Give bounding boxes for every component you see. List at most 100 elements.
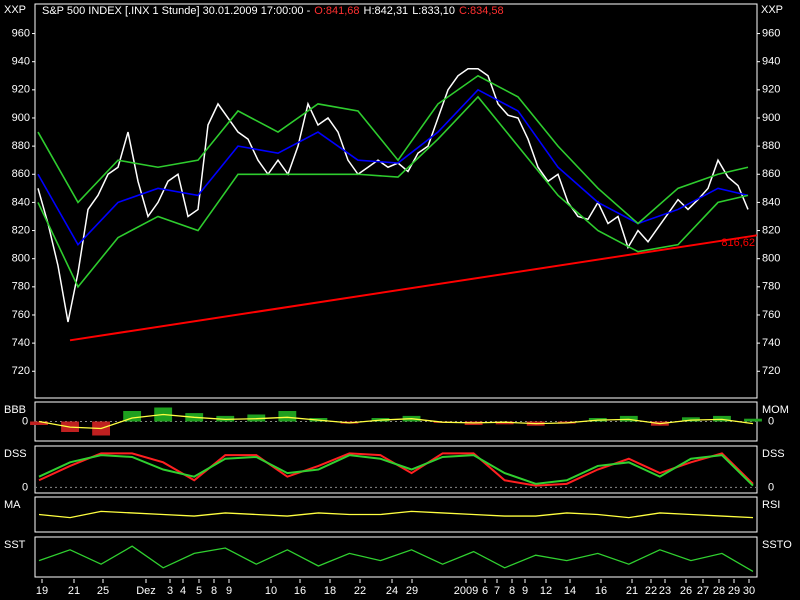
x-tick-label: 21 (68, 585, 80, 597)
x-tick-label: 5 (196, 585, 202, 597)
x-tick-label: 16 (294, 585, 306, 597)
x-tick-label: 23 (659, 585, 671, 597)
panel-label-left: BBB (4, 404, 26, 416)
panel-label-left: SST (4, 539, 26, 551)
histogram-bar (713, 415, 731, 422)
x-tick-label: 7 (494, 585, 500, 597)
y-tick-label: 960 (12, 27, 30, 39)
x-tick-label: 22 (645, 585, 657, 597)
histogram-bar (278, 411, 297, 422)
panel-label-right: MOM (762, 404, 789, 416)
panel-frame (34, 536, 758, 578)
y-tick-label: 860 (12, 168, 30, 180)
x-tick-label: 14 (564, 585, 576, 597)
main-panel-frame (34, 3, 758, 399)
symbol-left: XXP (4, 4, 26, 16)
high-label: H:842,31 (364, 5, 409, 17)
x-tick-label: 3 (167, 585, 173, 597)
indicator-line (38, 545, 754, 572)
series-line (37, 74, 749, 225)
indicator-line (38, 510, 754, 519)
symbol-right: XXP (761, 4, 783, 16)
y-tick-label-right: 720 (762, 365, 780, 377)
y-tick-label: 920 (12, 84, 30, 96)
x-tick-label: 8 (509, 585, 515, 597)
indicator-line (38, 413, 754, 430)
panel-label-right: SSTO (762, 539, 792, 551)
panel-frame (34, 496, 758, 533)
x-tick-label: 16 (595, 585, 607, 597)
y-tick-label: 720 (12, 365, 30, 377)
y-tick-label-right: 960 (762, 27, 780, 39)
histogram-bar (30, 421, 48, 425)
y-tick-label: 740 (12, 337, 30, 349)
y-tick-label: 780 (12, 281, 30, 293)
series-line (37, 67, 749, 323)
close-label: C:834,58 (459, 5, 504, 17)
x-tick-label: 28 (713, 585, 725, 597)
panel-frame (34, 445, 758, 494)
indicator-line (38, 454, 754, 487)
x-tick-label: 26 (680, 585, 692, 597)
x-tick-label: 27 (697, 585, 709, 597)
y-tick-label-right: 780 (762, 281, 780, 293)
histogram-bar (216, 415, 235, 422)
x-tick-label: 29 (406, 585, 418, 597)
open-label: O:841,68 (314, 5, 359, 17)
panel-label-left: MA (4, 499, 21, 511)
y-tick-label: 940 (12, 56, 30, 68)
histogram-bar (619, 415, 638, 422)
x-tick-label: 9 (522, 585, 528, 597)
y-tick-label: 0 (22, 481, 28, 493)
y-tick-label-right: 840 (762, 196, 780, 208)
histogram-bar (744, 418, 762, 422)
y-tick-label-right: 940 (762, 56, 780, 68)
y-tick-label-right: 760 (762, 309, 780, 321)
histogram-bar (495, 421, 514, 425)
panel-label-left: DSS (4, 448, 27, 460)
panel-label-right: RSI (762, 499, 780, 511)
x-tick-label: 21 (626, 585, 638, 597)
y-tick-label-right: 900 (762, 112, 780, 124)
series-line (37, 95, 749, 289)
y-tick-label: 0 (768, 415, 774, 427)
chart-title: S&P 500 INDEX [.INX 1 Stunde] 30.01.2009… (42, 5, 504, 17)
trendline (69, 234, 758, 342)
y-tick-label-right: 800 (762, 253, 780, 265)
x-tick-label: 19 (36, 585, 48, 597)
y-tick-label-right: 820 (762, 224, 780, 236)
y-tick-label: 760 (12, 309, 30, 321)
x-tick-label: 25 (97, 585, 109, 597)
histogram-bar (681, 417, 700, 422)
x-tick-label: 9 (226, 585, 232, 597)
y-tick-label-right: 740 (762, 337, 780, 349)
x-tick-label: 10 (265, 585, 277, 597)
y-tick-label: 800 (12, 253, 30, 265)
title: S&P 500 INDEX [.INX 1 Stunde] 30.01.2009… (42, 5, 311, 17)
y-tick-label-right: 920 (762, 84, 780, 96)
x-tick-label: 22 (354, 585, 366, 597)
x-tick-label: 30 (743, 585, 755, 597)
y-tick-label: 0 (22, 415, 28, 427)
x-tick-label: Dez (136, 585, 156, 597)
panel-label-right: DSS (762, 448, 785, 460)
x-tick-label: 2009 (454, 585, 478, 597)
x-tick-label: 6 (482, 585, 488, 597)
x-tick-label: 18 (324, 585, 336, 597)
histogram-bar (247, 414, 266, 422)
y-tick-label-right: 860 (762, 168, 780, 180)
x-tick-label: 4 (180, 585, 186, 597)
y-tick-label: 0 (768, 481, 774, 493)
x-tick-label: 8 (211, 585, 217, 597)
x-tick-label: 24 (386, 585, 398, 597)
trendline-label: 816,62 (721, 237, 755, 249)
x-tick-label: 29 (728, 585, 740, 597)
x-tick-label: 12 (540, 585, 552, 597)
histogram-bar (123, 411, 142, 422)
low-label: L:833,10 (412, 5, 455, 17)
y-tick-label: 820 (12, 224, 30, 236)
y-tick-label-right: 880 (762, 140, 780, 152)
y-tick-label: 900 (12, 112, 30, 124)
y-tick-label: 880 (12, 140, 30, 152)
